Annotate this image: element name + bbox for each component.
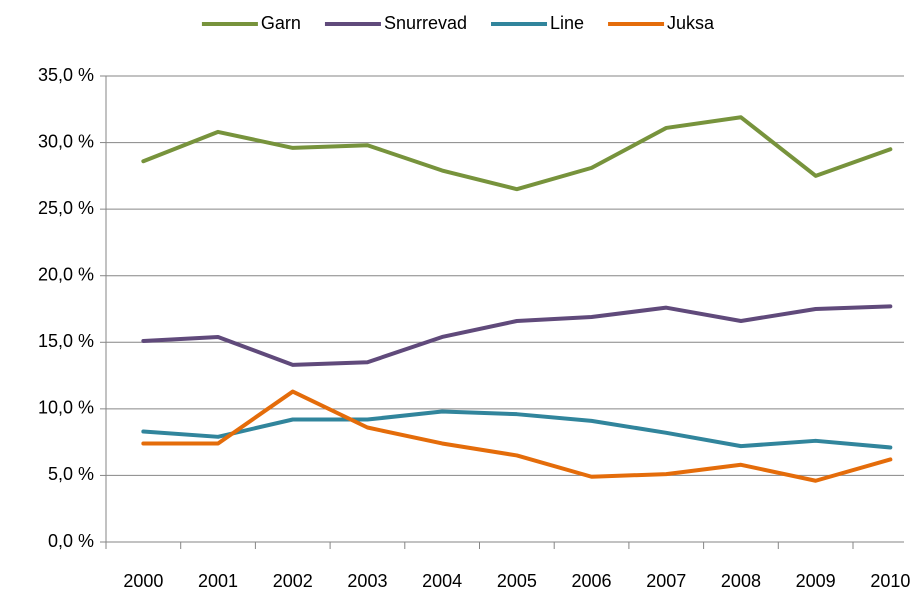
x-tick-label: 2000 [123, 571, 163, 591]
y-tick-label: 20,0 % [38, 264, 94, 284]
x-tick-label: 2005 [497, 571, 537, 591]
y-tick-label: 25,0 % [38, 198, 94, 218]
y-tick-label: 15,0 % [38, 331, 94, 351]
y-tick-label: 5,0 % [48, 464, 94, 484]
x-tick-label: 2002 [273, 571, 313, 591]
x-tick-label: 2006 [572, 571, 612, 591]
series-line [141, 304, 893, 367]
legend-label: Juksa [667, 13, 715, 33]
series-line [141, 389, 893, 483]
x-tick-label: 2001 [198, 571, 238, 591]
legend-label: Snurrevad [384, 13, 467, 33]
x-tick-label: 2010 [870, 571, 910, 591]
x-tick-label: 2008 [721, 571, 761, 591]
series-line [141, 409, 893, 450]
legend-label: Line [550, 13, 584, 33]
x-tick-label: 2007 [646, 571, 686, 591]
x-tick-label: 2009 [796, 571, 836, 591]
y-tick-label: 30,0 % [38, 131, 94, 151]
series-line [141, 115, 893, 192]
y-tick-label: 35,0 % [38, 65, 94, 85]
y-tick-label: 0,0 % [48, 531, 94, 551]
y-tick-label: 10,0 % [38, 398, 94, 418]
x-tick-label: 2004 [422, 571, 462, 591]
x-tick-label: 2003 [347, 571, 387, 591]
legend-label: Garn [261, 13, 301, 33]
